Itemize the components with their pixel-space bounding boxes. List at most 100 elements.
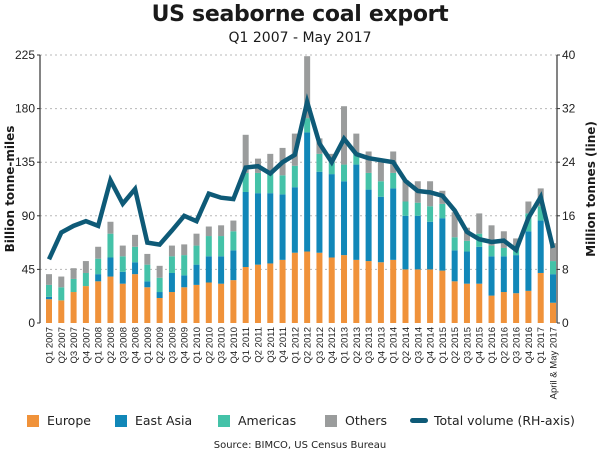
bar-europe [279,259,286,323]
right-y-axis-title: Million tonnes (line) [584,121,598,257]
bar-europe [267,263,274,323]
bar-others [95,246,102,259]
bar-americas [427,206,434,222]
bar-americas [390,172,397,189]
bar-east-asia [550,274,556,303]
bar-east-asia [304,132,311,252]
left-tick-label: 135 [15,155,35,169]
bar-europe [414,269,421,323]
bar-others [513,238,520,246]
bar-east-asia [500,256,507,293]
left-tick-label: 45 [22,262,36,276]
bar-east-asia [341,181,348,256]
chart-subtitle: Q1 2007 - May 2017 [228,30,372,46]
bar-others [107,221,114,234]
x-tick-label: Q2 2010 [204,327,215,363]
right-tick-label: 40 [562,48,576,62]
bar-others [304,56,311,119]
left-tick-label: 180 [15,102,35,116]
bar-europe [513,293,520,323]
bar-americas [500,247,507,257]
x-tick-label: Q2 2011 [253,327,264,363]
x-tick-label: Q4 2010 [229,327,240,363]
bar-europe [316,252,323,323]
bar-europe [119,283,126,323]
bar-europe [82,286,89,323]
x-tick-label: Q3 2007 [69,327,80,363]
right-tick-label: 24 [562,155,576,169]
x-tick-label: Q1 2014 [389,327,400,363]
others-swatch-icon [325,414,337,427]
bar-europe [205,282,212,323]
x-tick-label: Q1 2012 [290,327,301,363]
bar-others [353,133,360,153]
bar-europe [463,283,470,323]
left-y-axis-title: Billion tonne-miles [3,126,17,253]
bar-east-asia [316,171,323,253]
bar-others [242,134,249,173]
bar-americas [218,236,225,257]
right-y-ticks: 0 8 16 24 32 40 [557,48,576,330]
bar-east-asia [513,255,520,294]
left-tick-label: 225 [15,48,35,62]
bar-east-asia [132,262,139,275]
bar-others [156,265,163,278]
legend-label-total-volume: Total volume (RH-axis) [434,413,575,428]
bar-americas [402,201,409,216]
bars [46,56,556,323]
bar-americas [463,240,470,252]
bar-east-asia [427,221,434,270]
x-tick-label: Q4 2013 [376,327,387,363]
x-tick-label: Q4 2015 [475,327,486,363]
bar-east-asia [119,271,126,284]
bar-east-asia [254,193,261,265]
x-tick-label: Q2 2016 [499,327,510,363]
bar-east-asia [402,215,409,270]
bar-americas [107,233,114,258]
bar-others [218,225,225,237]
bar-east-asia [377,196,384,263]
x-tick-label: Q1 2017 [536,327,547,363]
x-tick-label: Q4 2014 [426,327,437,363]
bar-east-asia [328,174,335,258]
x-tick-label: Q2 2013 [352,327,363,363]
bar-europe [500,292,507,323]
bar-europe [377,262,384,323]
bar-europe [58,300,65,323]
bar-east-asia [267,193,274,264]
bar-europe [476,283,483,323]
x-tick-label: Q1 2016 [487,327,498,363]
bar-others [181,244,188,256]
bar-others [476,213,483,234]
americas-swatch-icon [218,414,230,427]
bar-europe [230,280,237,323]
bar-east-asia [463,251,470,284]
legend-label-americas: Americas [238,413,297,428]
bar-others [168,245,175,257]
total-volume-line-icon [410,418,428,423]
bar-europe [156,297,163,323]
legend-item-others: Others [325,413,387,428]
bar-americas [95,258,102,275]
bar-americas [279,175,286,195]
bar-east-asia [451,250,458,282]
bar-americas [537,206,544,221]
bar-east-asia [156,292,163,298]
bar-europe [525,290,532,323]
bar-east-asia [353,164,360,260]
bar-americas [341,164,348,182]
bar-others [365,151,372,173]
bar-americas [414,202,421,216]
x-tick-label: Q4 2009 [180,327,191,363]
x-tick-label: Q1 2009 [143,327,154,363]
x-tick-label: Q3 2011 [266,327,277,363]
legend-item-europe: Europe [27,413,91,428]
x-tick-label: Q4 2011 [278,327,289,363]
x-tick-label: Q3 2009 [167,327,178,363]
right-tick-label: 8 [562,262,569,276]
bar-americas [267,172,274,194]
bar-others [377,161,384,182]
source-note: Source: BIMCO, US Census Bureau [213,440,387,451]
bar-americas [254,172,261,194]
bar-east-asia [218,256,225,284]
